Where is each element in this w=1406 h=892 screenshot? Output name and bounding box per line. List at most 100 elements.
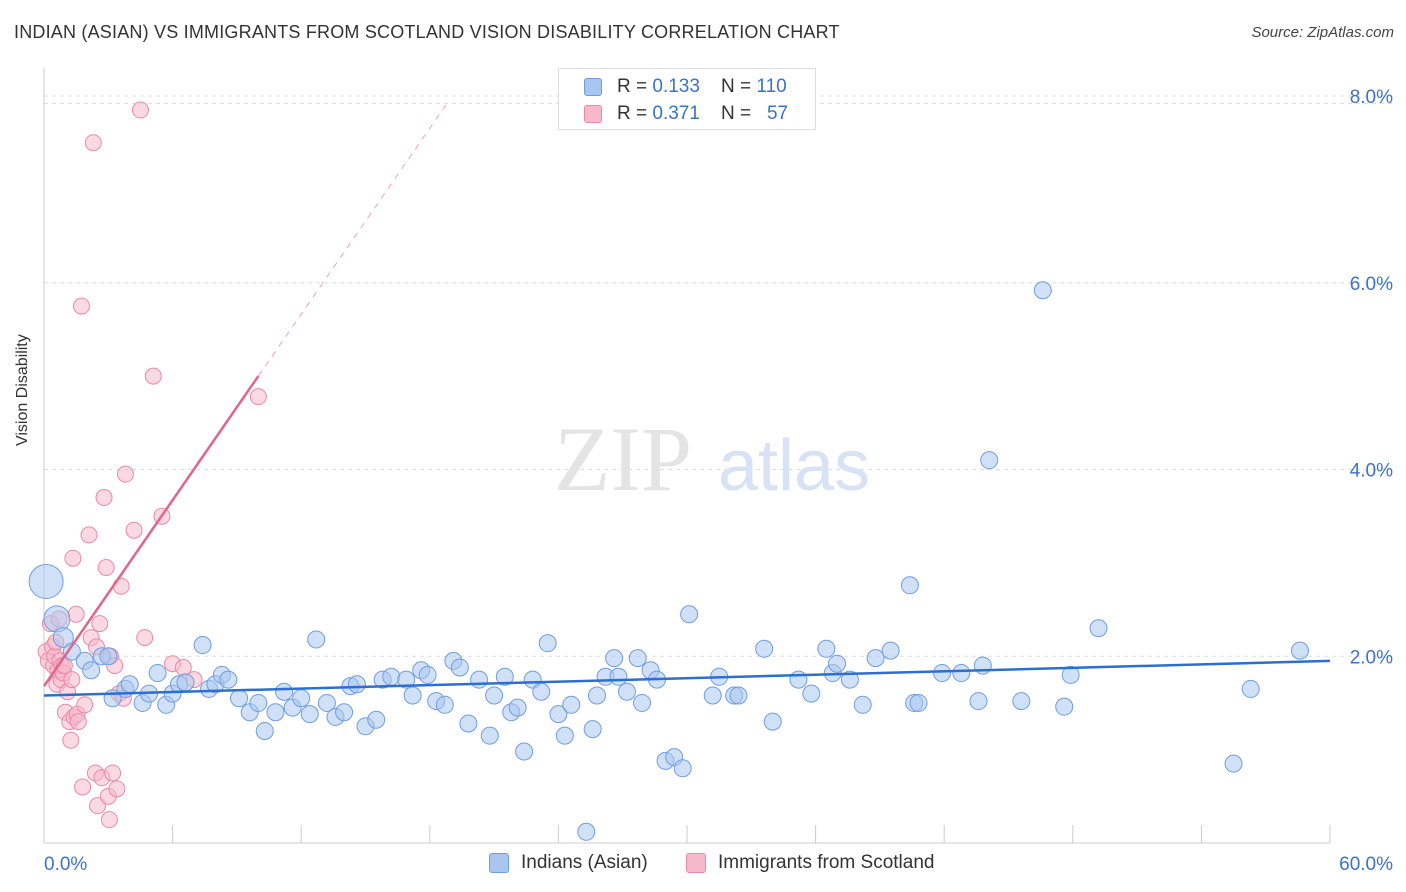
indians-point bbox=[583, 720, 602, 739]
scotland-point bbox=[76, 696, 94, 714]
legend-r-label: R = bbox=[617, 103, 653, 124]
y-tick-label: 4.0% bbox=[1350, 461, 1393, 482]
scotland-point bbox=[116, 465, 134, 483]
indians-point bbox=[99, 647, 118, 666]
scotland-point bbox=[84, 134, 102, 152]
indians-point bbox=[802, 684, 821, 703]
scotland-point bbox=[144, 367, 162, 385]
legend-label-indians: Indians (Asian) bbox=[521, 852, 648, 873]
indians-point bbox=[617, 682, 636, 701]
indians-point bbox=[1224, 754, 1243, 773]
x-tick-label: 60.0% bbox=[1339, 854, 1393, 875]
watermark-zip: ZIP bbox=[554, 408, 692, 510]
indians-point bbox=[176, 673, 195, 692]
indians-point bbox=[532, 682, 551, 701]
scotland-point bbox=[108, 780, 126, 798]
indians-point bbox=[367, 710, 386, 729]
scotland-point bbox=[97, 559, 115, 577]
indians-point bbox=[1012, 692, 1031, 711]
scotland-point bbox=[131, 101, 149, 119]
indians-point bbox=[628, 649, 647, 668]
indians-point bbox=[680, 605, 699, 624]
series-scotland-points bbox=[37, 101, 267, 829]
indians-point bbox=[1089, 619, 1108, 638]
indians-point bbox=[980, 451, 999, 470]
indians-point bbox=[605, 649, 624, 668]
indians-point bbox=[1055, 697, 1074, 716]
series-indians-points bbox=[28, 281, 1309, 841]
indians-point bbox=[1033, 281, 1052, 300]
axes bbox=[43, 68, 1331, 844]
indians-point bbox=[729, 686, 748, 705]
indians-point bbox=[817, 639, 836, 658]
indians-point bbox=[703, 686, 722, 705]
legend-r-label: R = bbox=[617, 76, 653, 97]
indians-point bbox=[82, 661, 101, 680]
source-note: Source: ZipAtlas.com bbox=[1251, 24, 1394, 41]
indians-point bbox=[307, 630, 326, 649]
indians-point bbox=[292, 689, 311, 708]
y-tick-label: 8.0% bbox=[1350, 87, 1393, 108]
correlation-legend: R = 0.133 N = 110 R = 0.371 N = 57 bbox=[558, 68, 816, 130]
watermark-atlas: atlas bbox=[718, 426, 870, 506]
legend-item-scotland: Immigrants from Scotland bbox=[686, 852, 934, 874]
y-axis-label: Vision Disability bbox=[14, 334, 31, 446]
scotland-point bbox=[64, 549, 82, 567]
indians-point bbox=[403, 686, 422, 705]
indians-point bbox=[52, 627, 74, 649]
scotland-point bbox=[80, 526, 98, 544]
scotland-point bbox=[74, 778, 92, 796]
indians-point bbox=[255, 721, 274, 740]
trend-lines bbox=[42, 103, 1331, 697]
legend-swatch-blue bbox=[584, 78, 602, 96]
indians-point bbox=[435, 695, 454, 714]
indians-point bbox=[275, 682, 294, 701]
indians-point bbox=[62, 642, 81, 661]
indians-point bbox=[549, 705, 568, 724]
scotland-point bbox=[63, 671, 81, 689]
indians-point bbox=[555, 726, 574, 745]
indians-point bbox=[335, 703, 354, 722]
indians-point bbox=[230, 689, 249, 708]
indians-point bbox=[515, 742, 534, 761]
indians-point bbox=[193, 636, 212, 655]
indians-point bbox=[418, 665, 437, 684]
scotland-point bbox=[136, 629, 154, 647]
indians-point bbox=[881, 641, 900, 660]
indians-point bbox=[1061, 665, 1080, 684]
legend-n-label: N = bbox=[721, 76, 757, 97]
indians-point bbox=[300, 705, 319, 724]
legend-swatch-pink bbox=[584, 105, 602, 123]
scotland-point bbox=[125, 521, 143, 539]
indians-point bbox=[1241, 679, 1260, 698]
watermark: ZIP atlas bbox=[554, 408, 870, 510]
indians-point bbox=[538, 634, 557, 653]
scotland-point bbox=[95, 489, 113, 507]
legend-n-value: 57 bbox=[766, 103, 789, 124]
indians-point bbox=[853, 695, 872, 714]
indians-point bbox=[249, 693, 268, 712]
indians-point bbox=[952, 664, 971, 683]
legend-swatch-pink bbox=[686, 853, 706, 873]
scotland-point bbox=[104, 764, 122, 782]
scotland-trend-extension bbox=[257, 103, 448, 377]
legend-label-scotland: Immigrants from Scotland bbox=[718, 852, 935, 873]
indians-point bbox=[459, 714, 478, 733]
indians-point bbox=[120, 675, 139, 694]
legend-n-value: 110 bbox=[756, 76, 787, 97]
indians-point bbox=[382, 667, 401, 686]
indians-point bbox=[219, 670, 238, 689]
indians-point bbox=[933, 664, 952, 683]
scotland-point bbox=[100, 811, 118, 829]
y-tick-label: 2.0% bbox=[1350, 647, 1393, 668]
legend-swatch-blue bbox=[489, 853, 509, 873]
indians-point bbox=[789, 670, 808, 689]
indians-point bbox=[900, 576, 919, 595]
indians-point bbox=[587, 686, 606, 705]
legend-r-value: 0.371 bbox=[652, 103, 700, 124]
indians-point bbox=[763, 712, 782, 731]
indians-point bbox=[148, 664, 167, 683]
indians-point bbox=[866, 649, 885, 668]
indians-point bbox=[755, 639, 774, 658]
